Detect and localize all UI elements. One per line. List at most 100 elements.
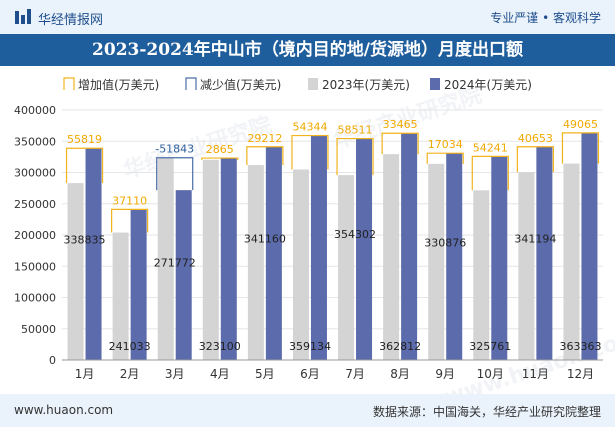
legend-label: 2023年(万美元) <box>322 78 410 92</box>
bar-2024 <box>130 209 147 360</box>
legend-label: 减少值(万美元) <box>200 77 281 92</box>
change-value-label: 37110 <box>112 194 147 207</box>
x-tick-label: 2月 <box>120 367 140 381</box>
legend-decrease-swatch <box>185 77 197 90</box>
y-tick-label: 200000 <box>14 229 56 242</box>
chart-area: 增加值(万美元) 减少值(万美元) 2023年(万美元) 2024年(万美元) 0 50… <box>14 77 603 381</box>
bar-2023 <box>67 183 84 360</box>
value-label-2024: 330876 <box>424 236 466 249</box>
increase-marker <box>561 132 600 164</box>
x-tick-label: 1月 <box>75 367 95 381</box>
increase-marker <box>471 155 509 191</box>
bar-2023 <box>202 159 219 360</box>
y-tick-label: 400000 <box>14 104 56 117</box>
legend-label: 增加值(万美元) <box>78 77 159 92</box>
x-tick-label: 6月 <box>300 367 320 381</box>
x-tick-label: 7月 <box>345 367 365 381</box>
change-value-label: 58511 <box>338 124 373 137</box>
chart-bars <box>65 132 600 360</box>
bar-2024 <box>491 156 508 360</box>
legend-label: 2024年(万美元) <box>444 78 532 92</box>
x-tick-label: 5月 <box>255 367 275 381</box>
change-value-label: 33465 <box>383 118 418 131</box>
legend-2024-swatch <box>430 78 440 90</box>
change-value-label: 54241 <box>473 141 508 154</box>
chart-grid <box>62 109 603 361</box>
y-tick-label: 50000 <box>21 323 56 336</box>
value-label-2024: 323100 <box>199 340 241 353</box>
bar-2023 <box>157 157 174 360</box>
value-label-2024: 362812 <box>379 340 421 353</box>
decrease-marker <box>156 157 194 191</box>
change-value-label: 2865 <box>206 143 234 156</box>
value-label-2024: 271772 <box>154 257 196 270</box>
bar-2023 <box>338 175 355 360</box>
x-tick-label: 9月 <box>435 367 455 381</box>
change-value-label: 55819 <box>67 133 102 146</box>
x-tick-label: 12月 <box>567 367 594 381</box>
change-value-label: 54344 <box>292 121 327 134</box>
increase-marker <box>516 146 554 173</box>
bar-2024 <box>401 133 418 360</box>
change-value-label: 40653 <box>518 132 553 145</box>
value-label-2024: 325761 <box>469 340 511 353</box>
top-bar: 华经情报网 专业严谨 • 客观科学 <box>0 0 615 34</box>
brand-logo-icon <box>15 9 31 24</box>
change-value-label: 17034 <box>428 138 463 151</box>
footer-bar: www.huaon.com 数据来源：中国海关，华经产业研究院整理 <box>0 394 615 427</box>
bar-2024 <box>356 138 373 360</box>
increase-marker <box>246 146 284 166</box>
legend-2023-swatch <box>308 78 318 90</box>
increase-marker <box>111 208 149 233</box>
footer-source: 数据来源：中国海关，华经产业研究院整理 <box>372 405 601 419</box>
x-tick-label: 8月 <box>390 367 410 381</box>
change-value-label: 29212 <box>247 132 282 145</box>
chart-title: 2023-2024年中山市（境内目的地/货源地）月度出口额 <box>0 34 615 66</box>
bar-2024 <box>310 135 327 360</box>
y-tick-label: 0 <box>49 354 56 367</box>
chart-legend: 增加值(万美元) 减少值(万美元) 2023年(万美元) 2024年(万美元) <box>63 77 532 92</box>
footer-website: www.huaon.com <box>14 403 114 417</box>
y-tick-label: 100000 <box>14 292 56 305</box>
x-tick-label: 4月 <box>210 367 230 381</box>
x-tick-label: 10月 <box>477 367 504 381</box>
bar-2024 <box>175 190 192 360</box>
increase-marker <box>381 132 419 155</box>
value-label-2024: 363363 <box>559 340 601 353</box>
bar-2023 <box>428 163 445 360</box>
bar-2023 <box>473 190 490 360</box>
y-axis: 0 50000 100000 150000 200000 250000 300000 3500… <box>14 104 56 367</box>
bar-2023 <box>112 232 129 360</box>
legend-increase-swatch <box>63 77 75 90</box>
y-tick-label: 250000 <box>14 198 56 211</box>
increase-marker <box>201 157 239 160</box>
brand-name: 华经情报网 <box>38 13 104 28</box>
increase-marker <box>291 134 329 170</box>
bar-2023 <box>563 163 580 360</box>
bar-2023 <box>518 172 535 360</box>
brand-tagline: 专业严谨 • 客观科学 <box>490 11 601 25</box>
bar-2024 <box>220 158 237 360</box>
x-tick-label: 11月 <box>522 367 549 381</box>
bar-2024 <box>581 132 598 360</box>
bar-2024 <box>265 146 282 360</box>
bar-2023 <box>247 165 264 360</box>
bar-2024 <box>85 148 102 360</box>
increase-marker <box>336 137 374 176</box>
bar-2024 <box>536 146 553 360</box>
y-tick-label: 150000 <box>14 260 56 273</box>
y-tick-label: 300000 <box>14 167 56 180</box>
bar-2023 <box>383 154 400 360</box>
value-label-2024: 341194 <box>514 233 556 246</box>
value-label-2024: 241033 <box>109 340 151 353</box>
y-tick-label: 350000 <box>14 135 56 148</box>
value-label-2024: 359134 <box>289 340 331 353</box>
change-value-label: 49065 <box>563 118 598 131</box>
change-value-label: -51843 <box>155 143 194 156</box>
x-axis: 1月 2月 3月 4月 5月 6月 7月 8月 9月 10月 11月 12月 <box>62 359 603 381</box>
chart-data-labels: 55819 338835 37110 241033 -51843 271772 2865 32… <box>64 118 602 353</box>
value-label-2024: 354302 <box>334 228 376 241</box>
increase-marker <box>426 152 464 164</box>
value-label-2024: 341160 <box>244 233 286 246</box>
bar-2024 <box>446 153 463 360</box>
